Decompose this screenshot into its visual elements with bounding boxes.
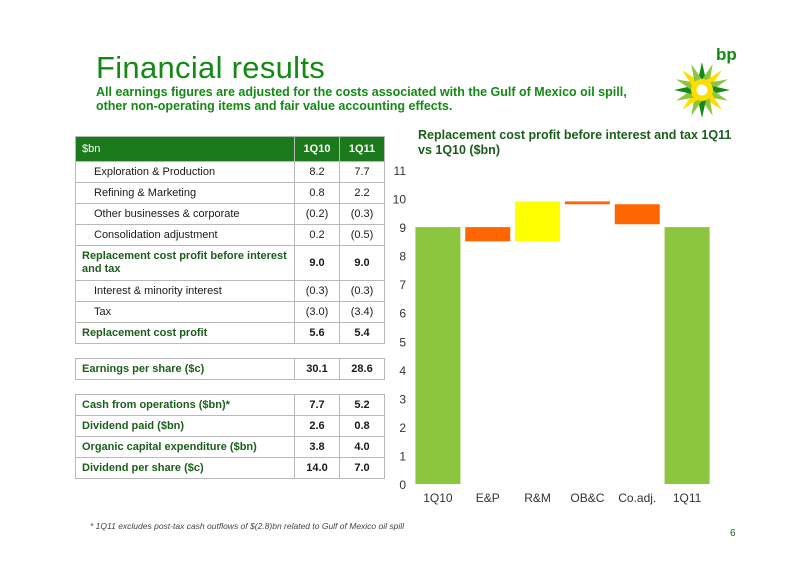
row-label: Earnings per share ($c) [75,358,295,380]
y-tick-label: 5 [399,335,406,349]
bar-co-adj- [614,204,660,225]
y-tick-label: 10 [393,193,407,207]
page-subtitle: All earnings figures are adjusted for th… [96,85,627,113]
x-tick-label: Co.adj. [618,491,656,505]
row-value: 9.0 [339,245,385,281]
row-label: Replacement cost profit [75,322,295,344]
logo-ray [698,100,706,118]
table-header-row: $bn 1Q10 1Q11 [75,136,385,162]
table-row: Other businesses & corporate (0.2) (0.3) [75,203,385,225]
y-tick-label: 6 [399,307,406,321]
row-label: Exploration & Production [75,161,295,183]
table-row: Cash from operations ($bn)* 7.7 5.2 [75,394,385,416]
table-row-total: Replacement cost profit 5.6 5.4 [75,322,385,344]
row-value: 7.0 [339,457,385,479]
eps-table: Earnings per share ($c) 30.1 28.6 [75,358,385,380]
table-row-total: Replacement cost profit before interest … [75,245,385,281]
table-row: Dividend per share ($c) 14.0 7.0 [75,457,385,479]
bar-1q10 [415,227,461,484]
y-tick-label: 1 [399,449,406,463]
row-value: 4.0 [339,436,385,458]
row-value: (3.4) [339,301,385,323]
row-value: 5.4 [339,322,385,344]
chart-title-text: Replacement cost profit before interest … [418,128,732,157]
table-row: Earnings per share ($c) 30.1 28.6 [75,358,385,380]
bar-1q11 [664,227,710,484]
y-tick-label: 11 [394,164,407,178]
row-label: Dividend per share ($c) [75,457,295,479]
bar-r-m [515,201,561,242]
table-row: Dividend paid ($bn) 2.6 0.8 [75,415,385,437]
table-row: Organic capital expenditure ($bn) 3.8 4.… [75,436,385,458]
row-value: (0.3) [339,203,385,225]
financial-table: $bn 1Q10 1Q11 Exploration & Production 8… [75,136,385,344]
table-row: Consolidation adjustment 0.2 (0.5) [75,224,385,246]
table-row: Exploration & Production 8.2 7.7 [75,161,385,183]
row-label: Interest & minority interest [75,280,295,302]
table-row: Refining & Marketing 0.8 2.2 [75,182,385,204]
y-tick-label: 9 [399,221,406,235]
bar-ob-c [564,201,610,205]
footnote: * 1Q11 excludes post-tax cash outflows o… [90,521,405,531]
header-cell: 1Q10 [294,136,340,162]
y-tick-label: 4 [399,364,406,378]
x-tick-label: 1Q10 [423,491,453,505]
row-value: 7.7 [294,394,340,416]
bar-e-p [465,227,511,242]
cash-table: Cash from operations ($bn)* 7.7 5.2 Divi… [75,394,385,479]
y-tick-label: 3 [399,392,406,406]
x-tick-label: E&P [476,491,500,505]
y-tick-label: 0 [399,478,406,492]
y-tick-label: 7 [399,278,406,292]
y-tick-label: 2 [399,421,406,435]
row-value: 7.7 [339,161,385,183]
bp-logo: bp [674,45,737,118]
row-label: Consolidation adjustment [75,224,295,246]
header-cell: 1Q11 [339,136,385,162]
x-tick-label: OB&C [570,491,604,505]
logo-ray [674,86,692,94]
logo-ray [698,62,706,80]
logo-text: bp [716,45,737,64]
header-cell: $bn [75,136,295,162]
x-tick-label: R&M [524,491,551,505]
row-value: (0.3) [339,280,385,302]
logo-ray [682,94,698,110]
row-label: Dividend paid ($bn) [75,415,295,437]
page-title: Financial results [96,50,326,85]
logo-ray [712,86,730,94]
row-value: 8.2 [294,161,340,183]
row-value: (0.5) [339,224,385,246]
page-number: 6 [730,528,736,539]
logo-ray [706,94,722,110]
row-value: 28.6 [339,358,385,380]
logo-ray [691,64,702,83]
table-row: Tax (3.0) (3.4) [75,301,385,323]
chart-title: Replacement cost profit before interest … [418,128,748,158]
row-label: Replacement cost profit before interest … [75,245,295,281]
table-row: Interest & minority interest (0.3) (0.3) [75,280,385,302]
row-label: Organic capital expenditure ($bn) [75,436,295,458]
row-value: 30.1 [294,358,340,380]
x-tick-label: 1Q11 [673,491,702,505]
logo-ray [682,70,698,86]
row-value: 5.6 [294,322,340,344]
row-value: 0.8 [339,415,385,437]
y-tick-label: 8 [399,250,406,264]
logo-ray [706,70,722,86]
